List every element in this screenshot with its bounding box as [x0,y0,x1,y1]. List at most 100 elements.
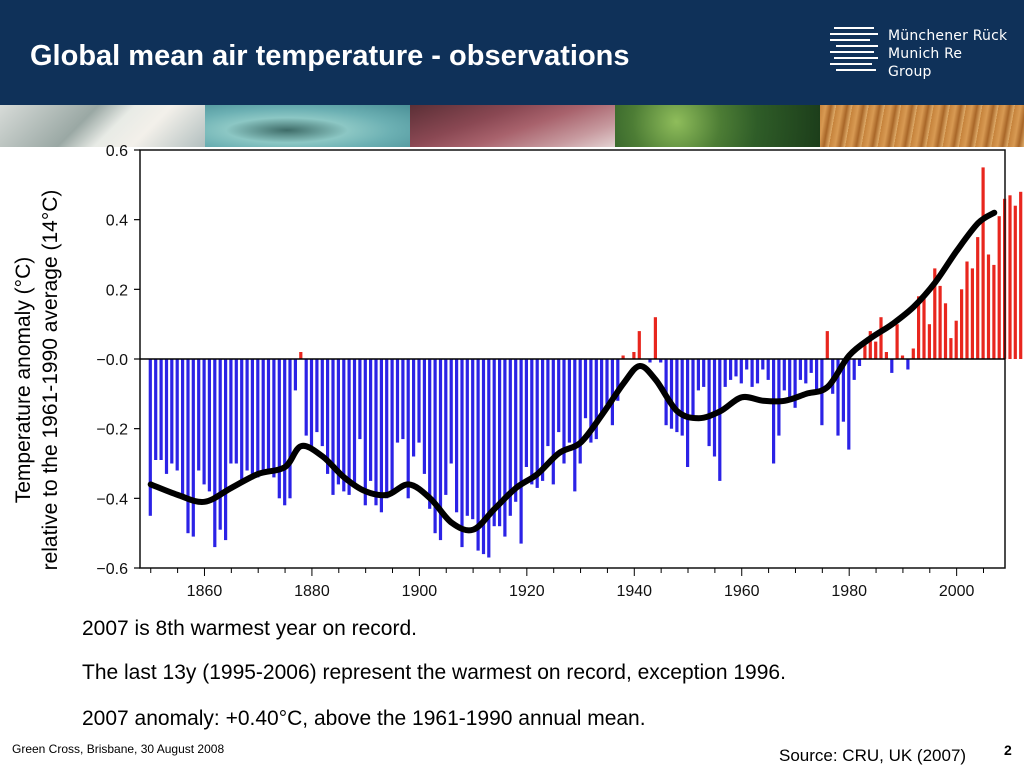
anomaly-bar-1979 [841,359,845,422]
anomaly-bar-2003 [970,268,974,359]
anomaly-bar-1899 [412,359,416,457]
anomaly-bar-1962 [750,359,754,387]
x-tick-label: 1860 [187,583,223,600]
logo-text: Münchener Rück Munich Re Group [888,27,1008,81]
x-tick-label: 1900 [402,583,438,600]
slide-title: Global mean air temperature - observatio… [30,40,630,72]
source-citation: Source: CRU, UK (2007) [779,746,967,765]
anomaly-bar-1989 [895,324,899,359]
anomaly-bar-1969 [788,359,792,401]
anomaly-bar-1865 [229,359,233,464]
anomaly-bar-1936 [610,359,614,426]
anomaly-bar-1864 [224,359,228,541]
anomaly-bar-1875 [283,359,287,506]
anomaly-bar-1978 [836,359,840,436]
x-tick-label: 1980 [831,583,867,600]
anomaly-bar-1944 [653,317,657,359]
anomaly-bar-1938 [621,355,625,359]
anomaly-bar-1945 [659,359,663,363]
anomaly-bar-1870 [256,359,260,478]
anomaly-bar-2012 [1019,191,1023,359]
x-tick-label: 2000 [939,583,975,600]
anomaly-bar-1885 [336,359,340,485]
anomaly-bar-1965 [766,359,770,380]
anomaly-bar-1856 [181,359,185,495]
photo-ice-sea [0,105,205,147]
anomaly-bar-1867 [240,359,244,481]
y-axis-label-line2: relative to the 1961-1990 average (14°C) [39,189,62,571]
anomaly-bar-1998 [943,303,948,359]
anomaly-bar-1868 [245,359,249,471]
anomaly-bar-1941 [637,331,641,359]
anomaly-bar-1878 [299,352,303,359]
anomaly-bar-1855 [175,359,179,471]
anomaly-bar-1852 [159,359,163,460]
anomaly-bar-1895 [390,359,394,492]
anomaly-bar-1932 [589,359,593,443]
y-tick-label: −0.6 [96,561,128,578]
anomaly-bar-1881 [315,359,319,433]
anomaly-bar-1925 [551,359,555,485]
anomaly-bar-1860 [202,359,206,485]
anomaly-bar-1971 [798,359,802,380]
anomaly-bar-2007 [992,264,996,359]
anomaly-bar-1947 [669,359,674,429]
anomaly-bar-1894 [385,359,389,499]
y-tick-label: −0.2 [96,422,128,439]
anomaly-bar-1880 [309,359,314,447]
smoothed-curve [147,209,998,534]
anomaly-bar-1958 [729,359,733,380]
anomaly-bar-2008 [997,216,1001,359]
anomaly-bar-2001 [960,289,964,359]
anomaly-bar-1850 [148,359,152,516]
footer-event: Green Cross, Brisbane, 30 August 2008 [12,742,225,756]
anomaly-bar-1951 [691,359,695,419]
anomaly-bar-1876 [288,359,292,499]
anomaly-bar-1918 [514,359,518,502]
x-tick-label: 1940 [616,583,652,600]
chart-axes: 0.6 0.4 0.2 −0.0 −0.2 −0.4 −0.6 1860 1880 1900 192… [96,143,1005,600]
anomaly-bar-1902 [428,359,432,509]
anomaly-bar-1904 [438,359,443,541]
anomaly-bar-1891 [369,359,373,481]
anomaly-bar-1912 [481,359,486,555]
anomaly-bar-1917 [508,359,512,516]
anomaly-bar-1963 [755,359,760,384]
anomaly-bar-1931 [583,359,588,419]
anomaly-bar-1869 [250,359,254,474]
anomaly-bar-1916 [503,359,507,537]
photo-mountain [410,105,615,147]
anomaly-bar-1872 [266,359,271,471]
anomaly-bar-1871 [261,359,265,471]
anomaly-bar-1911 [476,359,480,551]
anomaly-bar-1985 [874,341,878,359]
y-axis-label: Temperature anomaly (°C) relative to the… [10,130,70,630]
anomaly-bar-1953 [702,359,706,387]
anomaly-bar-1874 [277,359,281,499]
anomaly-bar-1924 [546,359,550,447]
photo-strip [0,105,1024,147]
anomaly-bar-1922 [535,359,539,488]
anomaly-bar-1906 [449,359,453,464]
anomaly-bar-1898 [406,359,410,499]
anomaly-bar-1853 [164,359,169,474]
anomaly-bar-1983 [863,345,867,359]
anomaly-bar-1883 [326,359,330,474]
anomaly-bar-1857 [186,359,190,534]
anomaly-bar-1999 [949,338,953,359]
photo-reef [205,105,410,147]
anomaly-bar-1929 [573,359,577,492]
anomaly-bar-1933 [594,359,598,440]
anomaly-bar-1934 [600,359,604,415]
note-1: 2007 is 8th warmest year on record. [82,617,417,640]
anomaly-bar-1968 [782,359,786,391]
anomaly-bar-1992 [911,348,915,359]
anomaly-bar-1851 [154,359,158,460]
anomaly-bar-1949 [680,359,684,436]
anomaly-bar-1854 [170,359,174,464]
anomaly-bar-1896 [395,359,400,443]
anomaly-bar-1923 [541,359,545,481]
photo-desert [820,105,1024,147]
note-3: 2007 anomaly: +0.40°C, above the 1961-19… [82,707,646,730]
anomaly-bars [148,167,1023,558]
